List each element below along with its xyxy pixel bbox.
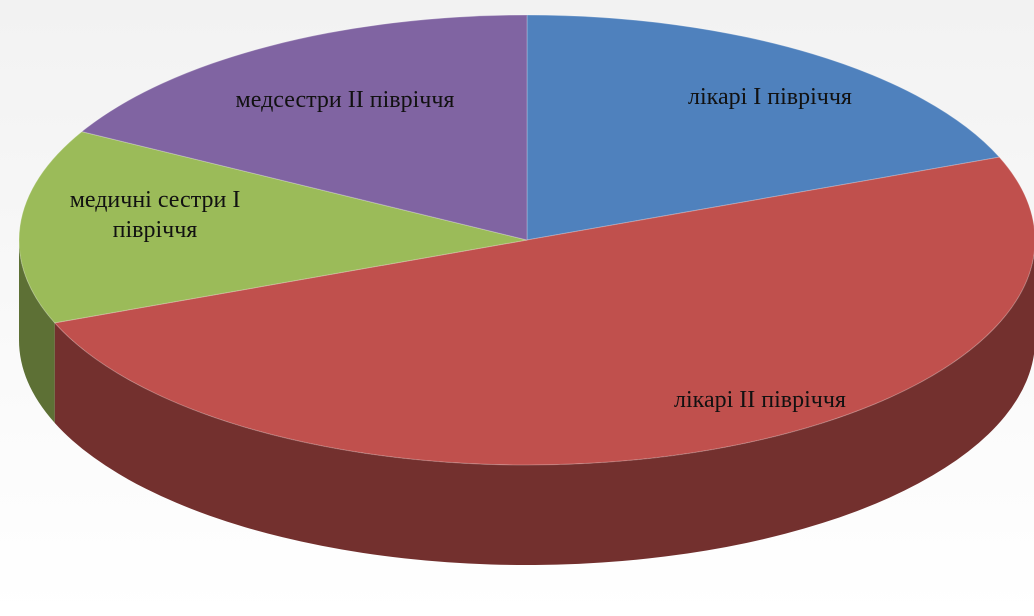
slice-side [19,240,55,423]
slice [526,14,1001,241]
slice [80,14,528,241]
slice [53,156,1034,466]
slice-side [54,253,1034,565]
slice-label: лікарі I півріччя [688,84,852,110]
slice-label: медсестри II півріччя [235,87,455,113]
slice-label: медичні сестри I півріччя [69,187,241,243]
slice [18,131,528,324]
slice-label: лікарі II півріччя [674,387,846,413]
